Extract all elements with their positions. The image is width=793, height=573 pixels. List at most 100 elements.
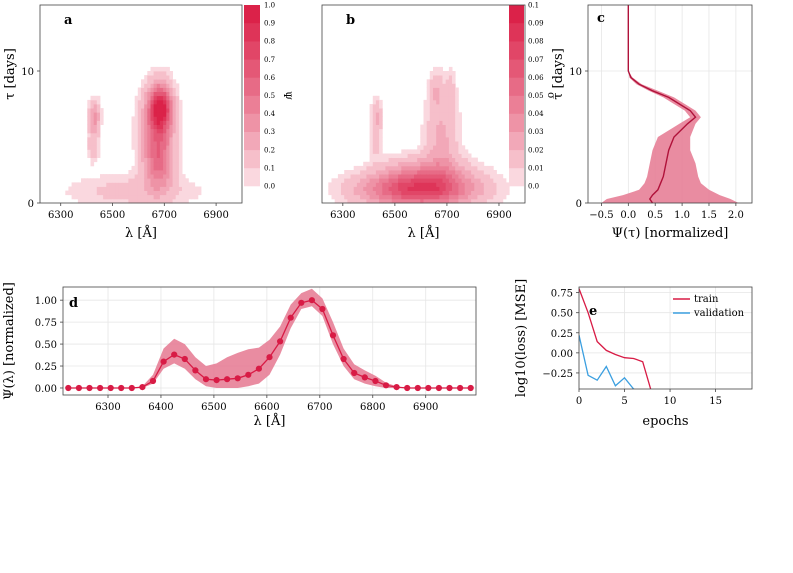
heatmap-cell <box>436 120 440 125</box>
heatmap-cell <box>103 178 107 183</box>
colorbar-segment <box>509 59 524 78</box>
heatmap-cell <box>439 170 443 175</box>
colorbar-tick-label: 0.0 <box>264 183 275 191</box>
heatmap-cell <box>153 132 158 138</box>
heatmap-cell <box>379 190 383 196</box>
heatmap-cell <box>436 124 440 130</box>
heatmap-cell <box>448 83 453 88</box>
heatmap-cell <box>156 137 161 142</box>
heatmap-cell <box>112 178 117 183</box>
heatmap-cell <box>172 157 177 163</box>
heatmap-cell <box>178 128 183 134</box>
heatmap-cell <box>93 120 98 125</box>
heatmap-cell <box>379 153 383 158</box>
heatmap-cell <box>445 149 450 154</box>
heatmap-cell <box>178 124 183 130</box>
heatmap-cell <box>147 153 151 158</box>
heatmap-cell <box>144 161 148 167</box>
heatmap-cell <box>122 194 126 200</box>
heatmap-cell <box>115 198 120 204</box>
heatmap-cell <box>369 120 374 125</box>
heatmap-cell <box>100 120 104 125</box>
heatmap-cell <box>445 95 450 101</box>
heatmap-cell <box>81 182 85 187</box>
heatmap-cell <box>439 182 443 187</box>
heatmap-cell <box>464 178 469 183</box>
heatmap-cell <box>337 182 342 187</box>
heatmap-cell <box>159 112 164 117</box>
heatmap-cell <box>153 112 158 117</box>
heatmap-cell <box>426 178 431 183</box>
heatmap-cell <box>467 174 472 179</box>
heatmap-cell <box>496 182 501 187</box>
heatmap-cell <box>436 95 440 101</box>
heatmap-cell <box>150 71 155 76</box>
heatmap-cell <box>159 157 164 163</box>
heatmap-cell <box>144 75 148 80</box>
heatmap-cell <box>360 198 364 204</box>
heatmap-cell <box>372 149 377 154</box>
heatmap-cell <box>147 137 151 142</box>
heatmap-cell <box>90 194 95 200</box>
heatmap-cell <box>131 137 136 142</box>
heatmap-cell <box>159 141 164 146</box>
heatmap-cell <box>96 194 101 200</box>
colorbar-segment <box>509 149 524 169</box>
data-point <box>160 358 167 365</box>
heatmap-cell <box>375 157 380 163</box>
heatmap-cell <box>163 112 167 117</box>
colorbar-tick-label: 0.6 <box>264 74 276 82</box>
heatmap-cell <box>150 116 155 121</box>
heatmap-cell <box>442 157 447 163</box>
heatmap-cell <box>331 190 336 196</box>
heatmap-cell <box>490 186 494 191</box>
heatmap-cell <box>420 132 424 138</box>
panel-label: a <box>64 13 73 28</box>
heatmap-cell <box>423 157 428 163</box>
heatmap-cell <box>401 157 405 163</box>
heatmap-cell <box>96 99 101 105</box>
heatmap-cell <box>175 190 180 196</box>
heatmap-cell <box>429 71 434 76</box>
heatmap-cell <box>442 132 447 138</box>
heatmap-cell <box>134 145 139 150</box>
heatmap-cell <box>166 66 170 72</box>
heatmap-cell <box>344 182 348 187</box>
colorbar-segment <box>244 77 260 96</box>
colorbar-segment <box>509 77 524 96</box>
heatmap-cell <box>159 137 164 142</box>
heatmap-cell <box>452 116 456 121</box>
heatmap-cell <box>166 79 170 84</box>
heatmap-cell <box>169 153 173 158</box>
heatmap-cell <box>71 194 76 200</box>
heatmap-cell <box>159 153 164 158</box>
heatmap-cell <box>439 66 443 72</box>
heatmap-cell <box>429 178 434 183</box>
heatmap-cell <box>445 132 450 138</box>
heatmap-cell <box>153 104 158 109</box>
heatmap-cell <box>106 182 110 187</box>
heatmap-cell <box>372 120 377 125</box>
heatmap-cell <box>366 182 370 187</box>
colorbar-segment <box>509 131 524 151</box>
heatmap-cell <box>398 174 402 179</box>
heatmap-cell <box>141 137 145 142</box>
heatmap-cell <box>382 174 386 179</box>
heatmap-cell <box>385 170 389 175</box>
heatmap-cell <box>115 186 120 191</box>
heatmap-cell <box>141 128 145 134</box>
heatmap-cell <box>144 120 148 125</box>
heatmap-cell <box>442 112 447 117</box>
heatmap-cell <box>122 174 126 179</box>
heatmap-cell <box>169 116 173 121</box>
heatmap-cell <box>144 83 148 88</box>
heatmap-cell <box>90 120 95 125</box>
heatmap-cell <box>452 87 456 92</box>
heatmap-cell <box>172 198 177 204</box>
heatmap-cell <box>134 132 139 138</box>
heatmap-cell <box>414 174 418 179</box>
heatmap-cell <box>172 174 177 179</box>
heatmap-cell <box>385 194 389 200</box>
heatmap-cell <box>175 186 180 191</box>
heatmap-cell <box>467 157 472 163</box>
